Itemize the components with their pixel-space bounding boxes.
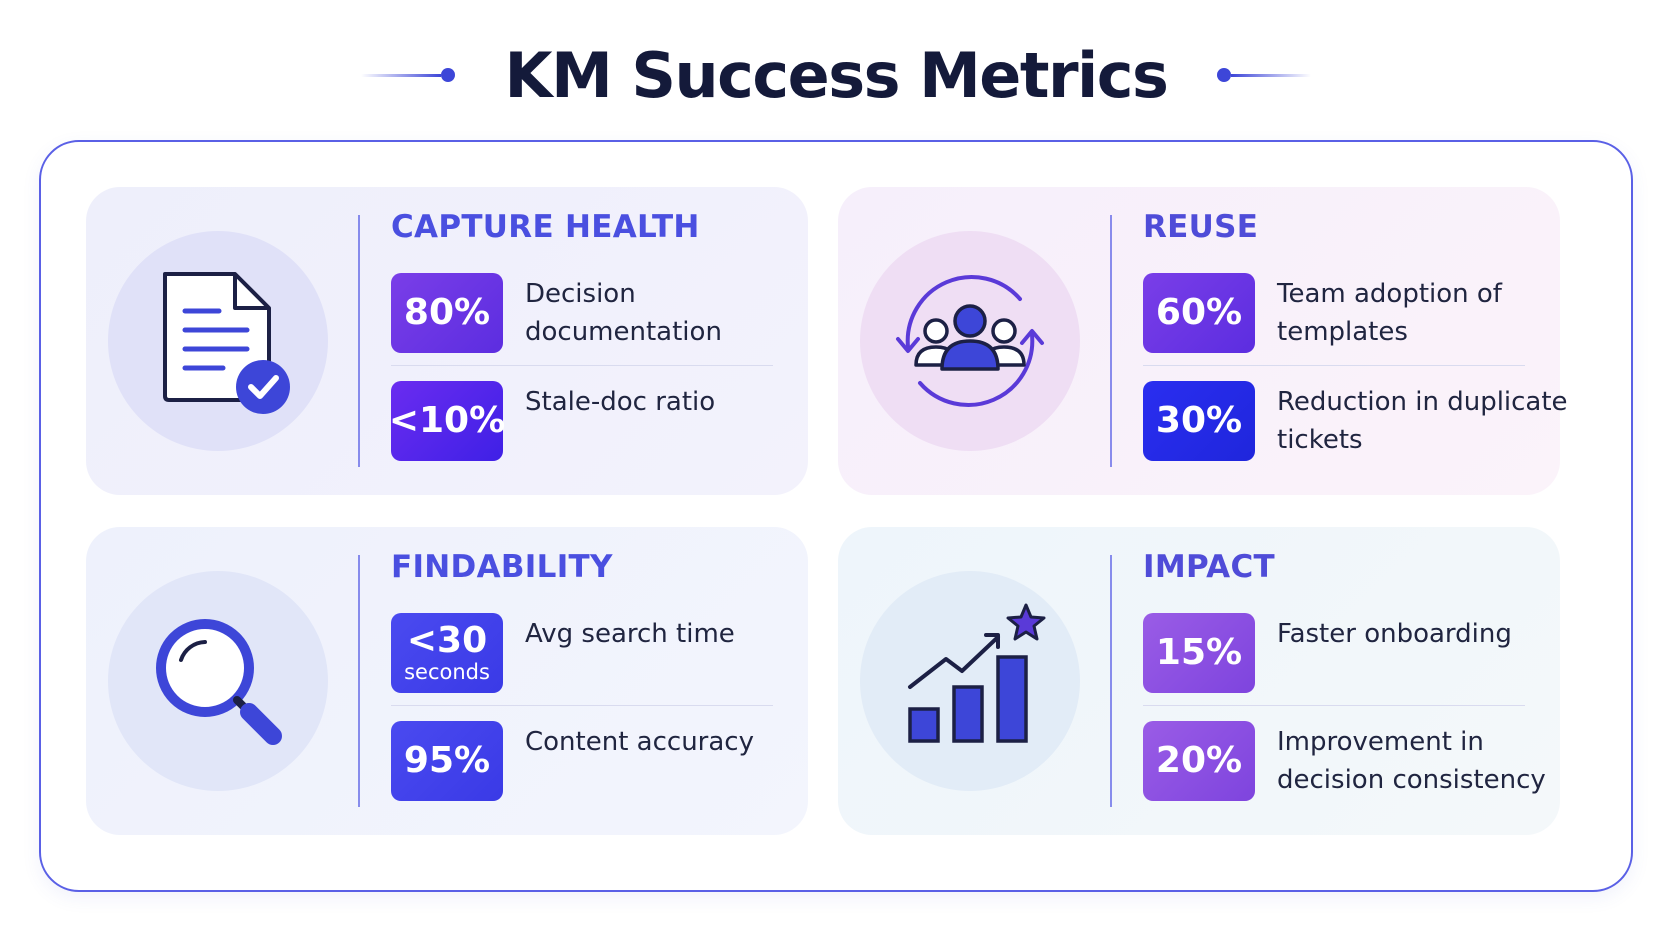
category-title: REUSE [1143, 209, 1259, 245]
metric-label: Avg search time [525, 619, 735, 649]
card-findability: FINDABILITY <30 seconds Avg search time … [86, 527, 808, 835]
card-capture-health: CAPTURE HEALTH 80% Decision documentatio… [86, 187, 808, 495]
metric-item: <10% Stale-doc ratio [388, 381, 771, 461]
growth-chart-star-icon [908, 603, 1046, 743]
icon-circle [108, 571, 328, 791]
metric-label: Team adoption of templates [1277, 279, 1502, 347]
metric-value: 60% [1155, 292, 1243, 333]
metric-item: 30% Reduction in duplicate tickets [1143, 381, 1568, 461]
metric-separator [1143, 705, 1525, 706]
header: KM Success Metrics [0, 30, 1672, 120]
metric-value: 30% [1155, 400, 1243, 441]
card-impact: IMPACT 15% Faster onboarding 20% Improve… [838, 527, 1560, 835]
icon-circle [860, 571, 1080, 791]
metric-value: 20% [1155, 740, 1243, 781]
category-title: IMPACT [1143, 549, 1275, 585]
metric-item: 80% Decision documentation [391, 273, 771, 353]
metric-label: Improvement in decision consistency [1277, 727, 1546, 795]
vertical-divider [358, 555, 360, 807]
metric-value-badge: 15% [1143, 613, 1255, 693]
metric-separator [1143, 365, 1525, 366]
metrics-frame: CAPTURE HEALTH 80% Decision documentatio… [39, 140, 1633, 892]
title-decoration-left [360, 68, 455, 82]
metric-item: 60% Team adoption of templates [1143, 273, 1523, 353]
icon-circle [860, 231, 1080, 451]
metric-value-badge: 95% [391, 721, 503, 801]
metric-value-badge: 60% [1143, 273, 1255, 353]
metric-value-badge: 30% [1143, 381, 1255, 461]
metric-separator [391, 705, 773, 706]
metric-value: 80% [403, 292, 491, 333]
vertical-divider [1110, 555, 1112, 807]
team-cycle-icon [896, 275, 1044, 407]
category-title: CAPTURE HEALTH [391, 209, 700, 245]
metric-item: 20% Improvement in decision consistency [1143, 721, 1546, 801]
icon-circle [108, 231, 328, 451]
metric-value: <10% [388, 400, 506, 441]
page-title: KM Success Metrics [504, 38, 1169, 112]
metric-value-badge: 80% [391, 273, 503, 353]
card-reuse: REUSE 60% Team adoption of templates 30%… [838, 187, 1568, 495]
metric-value-badge: <10% [388, 381, 506, 461]
metric-item: <30 seconds Avg search time [391, 613, 771, 693]
metric-value-badge: 20% [1143, 721, 1255, 801]
vertical-divider [358, 215, 360, 467]
metric-unit: seconds [404, 660, 490, 684]
metric-separator [391, 365, 773, 366]
metric-label: Decision documentation [525, 279, 722, 347]
metric-value: <30 [406, 620, 488, 661]
title-decoration-right [1217, 68, 1312, 82]
metric-label: Reduction in duplicate tickets [1277, 387, 1568, 455]
metric-label: Faster onboarding [1277, 619, 1512, 649]
metric-value: 15% [1155, 632, 1243, 673]
metric-label: Content accuracy [525, 727, 754, 757]
metric-item: 15% Faster onboarding [1143, 613, 1523, 693]
metric-value-badge: <30 seconds [391, 613, 503, 693]
metric-item: 95% Content accuracy [391, 721, 771, 801]
category-title: FINDABILITY [391, 549, 613, 585]
magnifier-icon [156, 619, 282, 745]
document-check-icon [163, 272, 290, 414]
vertical-divider [1110, 215, 1112, 467]
metric-value: 95% [403, 740, 491, 781]
metric-label: Stale-doc ratio [525, 387, 716, 417]
